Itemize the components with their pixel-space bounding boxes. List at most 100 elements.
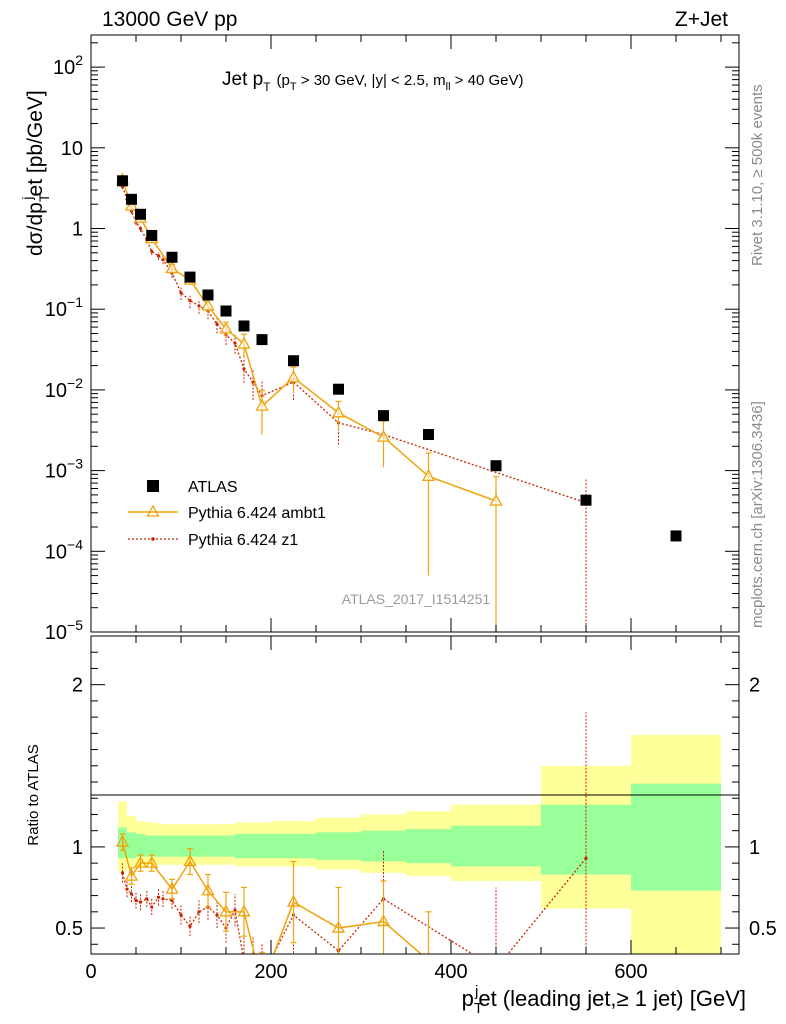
- ratio-ambt1-point: [237, 904, 251, 917]
- ratio-z1-point: [179, 913, 183, 917]
- z1-line: [121, 186, 587, 504]
- atlas-point: [220, 305, 232, 317]
- ratio-band-green: [406, 829, 451, 864]
- ambt1-point: [286, 370, 301, 383]
- main-y-tick-label: 10−3: [45, 456, 83, 483]
- ratio-z1-point: [242, 959, 245, 962]
- ratio-z1-point: [233, 908, 237, 912]
- ratio-z1-point: [197, 910, 201, 914]
- legend: ATLAS Pythia 6.424 ambt1 Pythia 6.424 z1: [128, 479, 326, 549]
- ratio-y-label: Ratio to ATLAS: [25, 744, 42, 845]
- ratio-ambt1-point: [201, 883, 215, 896]
- main-x-axis-ticks: [90, 35, 722, 632]
- ambt1-point: [331, 405, 346, 418]
- atlas-point: [256, 334, 268, 346]
- z1-point: [233, 341, 237, 345]
- ratio-band-green: [199, 835, 217, 857]
- ambt1-point: [255, 398, 269, 411]
- ratio-ambt1-point: [183, 854, 197, 867]
- atlas-point: [184, 271, 196, 283]
- main-y-tick-label: 1: [72, 219, 83, 241]
- ambt1-point: [376, 429, 391, 442]
- ratio-ambt1-point: [428, 953, 429, 954]
- ratio-y-tick-label-right: 0.5: [749, 918, 777, 940]
- main-panel: 102 10 1 10−1 10−2 10−3 10−4 10−5 Jet pT (pT > 3…: [19, 34, 740, 644]
- z1-point: [179, 291, 183, 295]
- ratio-ambt1-point: [331, 920, 346, 933]
- main-y-label: dσ/dpTjet [pb/GeV]: [19, 90, 52, 256]
- ratio-y-tick-label-left: 2: [72, 675, 83, 697]
- x-axis-label: pTjet (leading jet,≥ 1 jet) [GeV]: [462, 983, 746, 1017]
- ratio-frame: [90, 635, 740, 955]
- ratio-band-green: [158, 835, 181, 857]
- ratio-band-green: [181, 835, 199, 857]
- ratio-band-green: [631, 783, 721, 891]
- ratio-band-green: [235, 833, 253, 859]
- ratio-x-axis: 0 200 400 600: [85, 636, 722, 983]
- ambt1-point: [201, 298, 215, 311]
- ratio-ambt1-point: [165, 881, 179, 894]
- ratio-band-green: [253, 833, 271, 859]
- ratio-z1-point: [138, 900, 143, 904]
- z1-point: [138, 226, 143, 231]
- ratio-data-layer: [115, 712, 588, 962]
- atlas-point: [135, 208, 146, 220]
- ratio-band-green: [136, 833, 145, 857]
- atlas-point: [126, 193, 137, 205]
- mcplots-label: mcplots.cern.ch [arXiv:1306.3436]: [749, 401, 766, 628]
- ratio-band-green: [271, 833, 316, 859]
- ratio-series-group: [115, 712, 588, 962]
- ratio-ambt1-point: [376, 914, 391, 927]
- ambt1-point: [237, 336, 251, 349]
- ratio-z1-point: [120, 871, 125, 875]
- atlas-point: [166, 251, 178, 263]
- main-data-layer: [115, 172, 682, 632]
- ratio-ambt1-point: [286, 894, 301, 907]
- atlas-point: [146, 229, 158, 241]
- x-tick-label: 600: [614, 961, 647, 983]
- atlas-point: [490, 460, 502, 472]
- ratio-y-tick-label-right: 1: [749, 837, 760, 859]
- ratio-ambt1-point: [219, 904, 233, 917]
- ratio-y-tick-label-left: 1: [72, 837, 83, 859]
- ratio-ambt1-point: [145, 855, 159, 868]
- ambt1-point: [489, 493, 503, 506]
- main-y-tick-label: 10−1: [45, 294, 83, 321]
- main-y-tick-label: 102: [53, 52, 83, 79]
- analysis-watermark: ATLAS_2017_I1514251: [342, 591, 491, 607]
- ratio-z1-point: [161, 897, 165, 901]
- ratio-band-green: [361, 830, 406, 862]
- header-left: 13000 GeV pp: [102, 8, 237, 31]
- atlas-point: [202, 289, 214, 301]
- z1-point: [242, 367, 246, 371]
- ratio-ambt1-point: [124, 868, 139, 881]
- rivet-label: Rivet 3.1.10, ≥ 500k events: [749, 84, 766, 266]
- atlas-point: [423, 429, 434, 441]
- atlas-point: [378, 410, 389, 422]
- ratio-band-green: [451, 825, 541, 867]
- ratio-z1-point: [170, 898, 174, 903]
- ambt1-line: [121, 179, 497, 502]
- atlas-point: [580, 494, 592, 506]
- x-tick-label: 400: [434, 961, 467, 983]
- z1-point: [215, 322, 219, 326]
- atlas-point: [333, 383, 344, 395]
- main-y-axis: 102 10 1 10−1 10−2 10−3 10−4 10−5: [45, 42, 739, 644]
- ratio-z1-point: [145, 897, 149, 901]
- ratio-band-green: [145, 835, 159, 857]
- legend-marker-atlas: [147, 480, 159, 492]
- atlas-point: [288, 355, 299, 367]
- ratio-z1-point: [156, 895, 161, 899]
- ratio-z1-point: [215, 913, 219, 917]
- main-y-tick-label: 10: [61, 138, 83, 160]
- ambt1-point: [124, 198, 139, 211]
- ratio-band-green: [316, 832, 361, 860]
- ratio-z1-point: [125, 887, 129, 891]
- z1-point: [188, 298, 192, 303]
- ratio-band-green: [217, 835, 235, 857]
- legend-label-ambt1: Pythia 6.424 ambt1: [188, 505, 326, 522]
- z1-point: [156, 254, 161, 258]
- ambt1-point: [219, 321, 233, 334]
- ratio-z1-point: [188, 924, 192, 929]
